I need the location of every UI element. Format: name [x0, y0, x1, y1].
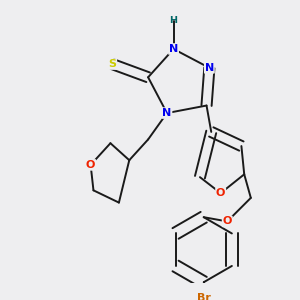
Text: O: O	[86, 160, 95, 170]
Text: O: O	[223, 216, 232, 226]
Text: Br: Br	[197, 293, 211, 300]
Text: S: S	[108, 59, 116, 69]
Text: N: N	[162, 108, 172, 118]
Text: H: H	[169, 16, 178, 25]
Text: O: O	[216, 188, 225, 198]
Text: N: N	[205, 63, 214, 73]
Text: N: N	[169, 44, 178, 54]
